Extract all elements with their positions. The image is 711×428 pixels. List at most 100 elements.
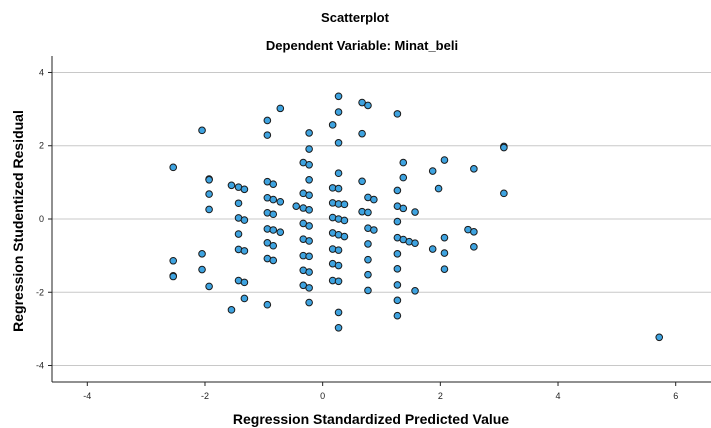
chart-subtitle: Dependent Variable: Minat_beli (266, 38, 458, 53)
data-point (263, 116, 272, 125)
data-point (393, 265, 402, 273)
data-point (334, 92, 343, 101)
data-point (364, 208, 372, 217)
data-point (334, 169, 343, 178)
data-point (227, 181, 236, 190)
data-point (358, 98, 366, 107)
data-point (305, 160, 313, 169)
data-point (169, 163, 178, 172)
data-point (205, 176, 213, 184)
data-point (198, 126, 206, 135)
data-point (305, 191, 313, 199)
data-point (305, 206, 313, 214)
data-point (269, 195, 278, 204)
data-point (393, 249, 402, 258)
data-point (198, 265, 206, 274)
data-point (205, 190, 213, 198)
data-point (470, 243, 478, 251)
data-point (305, 145, 313, 153)
data-point (358, 129, 366, 138)
data-point (240, 216, 249, 224)
data-point (364, 270, 372, 279)
data-point (334, 108, 343, 116)
data-point (240, 278, 249, 287)
data-point (440, 233, 449, 242)
data-point (428, 167, 437, 175)
data-point (305, 298, 313, 307)
x-tick-label: 4 (556, 391, 561, 401)
data-point (434, 184, 443, 193)
data-point (440, 156, 449, 164)
data-point (305, 176, 313, 184)
data-point (334, 246, 343, 254)
axes (48, 56, 711, 386)
data-point (393, 281, 402, 289)
data-point (411, 208, 419, 216)
data-point (205, 205, 213, 214)
data-point (169, 256, 178, 265)
x-tick-label: 2 (438, 391, 443, 401)
y-tick-label: -2 (36, 287, 44, 297)
x-axis-title: Regression Standardized Predicted Value (233, 411, 509, 427)
data-point (240, 294, 249, 303)
chart-title: Scatterplot (321, 10, 390, 25)
data-point (276, 197, 285, 206)
y-tick-label: 4 (39, 67, 44, 77)
data-point (334, 261, 343, 270)
data-point (276, 104, 285, 113)
y-axis-title: Regression Studentized Residual (10, 110, 26, 332)
data-point (305, 129, 313, 137)
data-point (393, 311, 402, 320)
data-point (393, 110, 402, 118)
tick-labels: -4 -2 0 2 4 -4 -2 0 2 4 6 (36, 67, 678, 401)
data-point (364, 286, 372, 295)
x-tick-label: 0 (320, 391, 325, 401)
data-point (263, 300, 272, 309)
data-point (364, 240, 372, 248)
y-tick-label: 2 (39, 141, 44, 151)
data-point (269, 241, 278, 250)
data-point (428, 245, 437, 253)
data-point (276, 228, 285, 236)
data-point (655, 333, 664, 342)
data-point (334, 323, 343, 332)
data-point (370, 195, 378, 204)
data-point (227, 306, 236, 314)
data-points (169, 92, 664, 342)
data-point (269, 180, 278, 189)
gridlines (52, 71, 711, 367)
data-point (305, 252, 313, 261)
data-point (440, 249, 449, 257)
data-point (269, 256, 278, 265)
data-point (169, 272, 178, 281)
data-point (340, 216, 349, 225)
data-point (269, 210, 278, 219)
data-point (305, 222, 313, 230)
data-point (399, 173, 408, 182)
data-point (240, 247, 249, 255)
data-point (234, 230, 243, 238)
data-point (269, 226, 278, 234)
data-point (198, 249, 206, 258)
x-tick-label: -2 (201, 391, 209, 401)
data-point (411, 286, 419, 295)
data-point (393, 186, 402, 195)
data-point (393, 217, 402, 226)
data-point (340, 200, 349, 209)
data-point (334, 277, 343, 286)
data-point (305, 268, 313, 276)
data-point (411, 239, 419, 247)
data-point (500, 189, 508, 198)
y-tick-label: 0 (39, 214, 44, 224)
data-point (240, 185, 249, 194)
data-point (470, 165, 478, 173)
data-point (263, 131, 272, 139)
data-point (340, 232, 349, 241)
data-point (440, 265, 449, 273)
data-point (305, 237, 313, 245)
data-point (370, 226, 378, 234)
data-point (500, 143, 508, 152)
data-point (358, 177, 366, 186)
data-point (364, 101, 372, 110)
